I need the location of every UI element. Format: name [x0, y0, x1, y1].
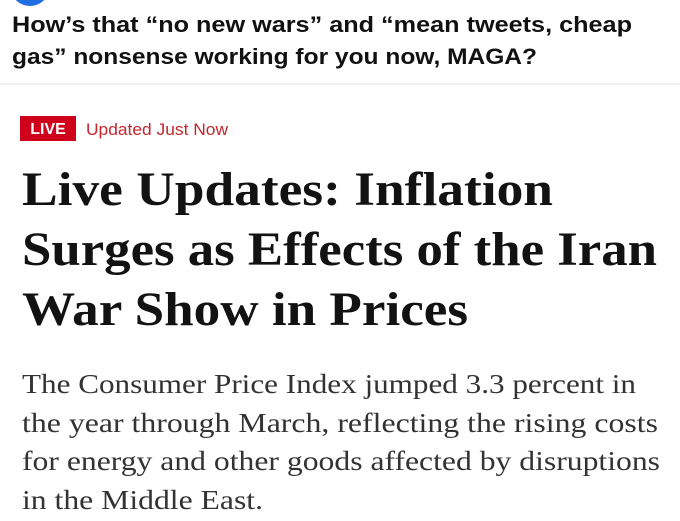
- summary: The Consumer Price Index jumped 3.3 perc…: [22, 369, 637, 399]
- avatar[interactable]: [10, 0, 50, 6]
- headline[interactable]: Live Updates: Inflation: [22, 163, 553, 216]
- post-text: gas” nonsense working for you now, MAGA?: [12, 44, 537, 69]
- update-status: Updated Just Now: [86, 120, 229, 139]
- summary: for energy and other goods affected by d…: [22, 446, 660, 476]
- post-text: How’s that “no new wars” and “mean tweet…: [12, 12, 632, 37]
- headline[interactable]: Surges as Effects of the Iran: [22, 223, 657, 276]
- summary: the year through March, reflecting the r…: [22, 408, 658, 438]
- headline[interactable]: War Show in Prices: [22, 283, 468, 336]
- live-badge-text: LIVE: [30, 121, 66, 138]
- summary: in the Middle East.: [22, 485, 263, 515]
- live-badge: [20, 116, 76, 141]
